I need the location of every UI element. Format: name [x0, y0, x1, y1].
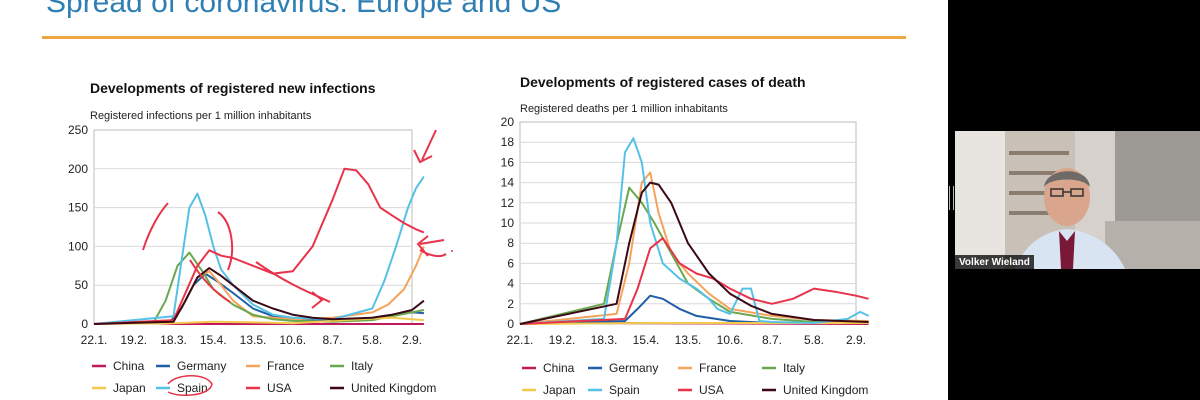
- y-tick-label: 150: [68, 201, 88, 215]
- series-line-italy: [93, 251, 425, 325]
- panel-resize-handle[interactable]: [949, 186, 954, 210]
- legend-label: Spain: [177, 381, 208, 395]
- legend-label: Japan: [113, 381, 146, 395]
- x-tick-label: 22.1.: [81, 333, 108, 347]
- legend-label: United Kingdom: [351, 381, 436, 395]
- y-tick-label: 0: [81, 317, 88, 331]
- presentation-slide: Spread of coronavirus: Europe and US Dev…: [42, 0, 906, 397]
- x-tick-label: 15.4.: [200, 333, 227, 347]
- chart-title-infections: Developments of registered new infection…: [90, 80, 376, 96]
- y-tick-label: 250: [68, 123, 88, 137]
- series-line-spain: [93, 176, 425, 325]
- x-tick-label: 5.8.: [362, 333, 382, 347]
- slide-title: Spread of coronavirus: Europe and US: [46, 0, 562, 19]
- plot-frame: [93, 129, 413, 325]
- x-tick-label: 13.5.: [240, 333, 267, 347]
- legend-label: Germany: [177, 359, 226, 373]
- title-divider: [42, 36, 906, 39]
- chart-subtitle-deaths: Registered deaths per 1 million inhabita…: [520, 103, 728, 115]
- x-tick-label: 8.7.: [322, 333, 342, 347]
- y-tick-label: 100: [68, 239, 88, 253]
- legend-label: China: [113, 359, 145, 373]
- infections-chart: 0 50 100 150 200 250 22.1. 19.2. 18.3. 15.4. 13.5.…: [68, 123, 436, 395]
- x-tick-label: 2.9.: [402, 333, 422, 347]
- x-tick-label: 19.2.: [120, 333, 147, 347]
- legend-label: Italy: [351, 359, 373, 373]
- chart-subtitle-infections: Registered infections per 1 million inha…: [90, 110, 312, 122]
- video-frame: [955, 131, 1200, 269]
- chart-title-deaths: Developments of registered cases of deat…: [520, 74, 806, 90]
- legend-label: USA: [267, 381, 292, 395]
- series-line-japan: [93, 316, 424, 325]
- legend-label: France: [267, 359, 305, 373]
- x-tick-label: 18.3.: [160, 333, 187, 347]
- x-tick-label: 10.6.: [279, 333, 306, 347]
- participant-name-tag: Volker Wieland: [955, 255, 1034, 270]
- y-tick-label: 200: [68, 162, 88, 176]
- participant-video[interactable]: [955, 131, 1200, 269]
- y-tick-label: 50: [75, 278, 89, 292]
